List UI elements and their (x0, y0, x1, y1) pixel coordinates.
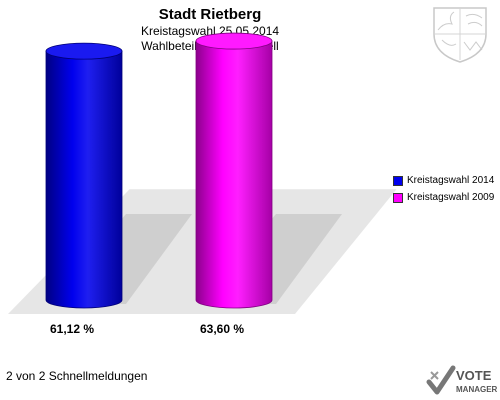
brand-word-bottom: MANAGER (456, 385, 498, 394)
votemanager-logo: VOTE MANAGER (426, 364, 498, 398)
legend-item-2014: Kreistagswahl 2014 (393, 172, 494, 189)
legend-swatch-2014 (393, 175, 403, 186)
legend-label-2009: Kreistagswahl 2009 (407, 192, 495, 203)
legend-swatch-2009 (393, 192, 403, 203)
bar-0 (45, 50, 123, 309)
chart-title: Stadt Rietberg (158, 6, 262, 23)
bar-top-1 (195, 32, 273, 50)
bar-top-0 (45, 42, 123, 60)
brand-word-top: VOTE (456, 368, 492, 383)
quick-report-count: 2 von 2 Schnellmeldungen (6, 369, 148, 383)
legend-label-2014: Kreistagswahl 2014 (407, 175, 495, 186)
bar-value-label-0: 61,12 % (50, 322, 94, 336)
bar-1 (195, 40, 273, 309)
bar-value-label-1: 63,60 % (200, 322, 244, 336)
chart-legend: Kreistagswahl 2014 Kreistagswahl 2009 (393, 172, 494, 206)
checkmark-logo-icon (426, 365, 456, 395)
legend-item-2009: Kreistagswahl 2009 (393, 189, 494, 206)
coat-of-arms-icon (433, 7, 487, 63)
